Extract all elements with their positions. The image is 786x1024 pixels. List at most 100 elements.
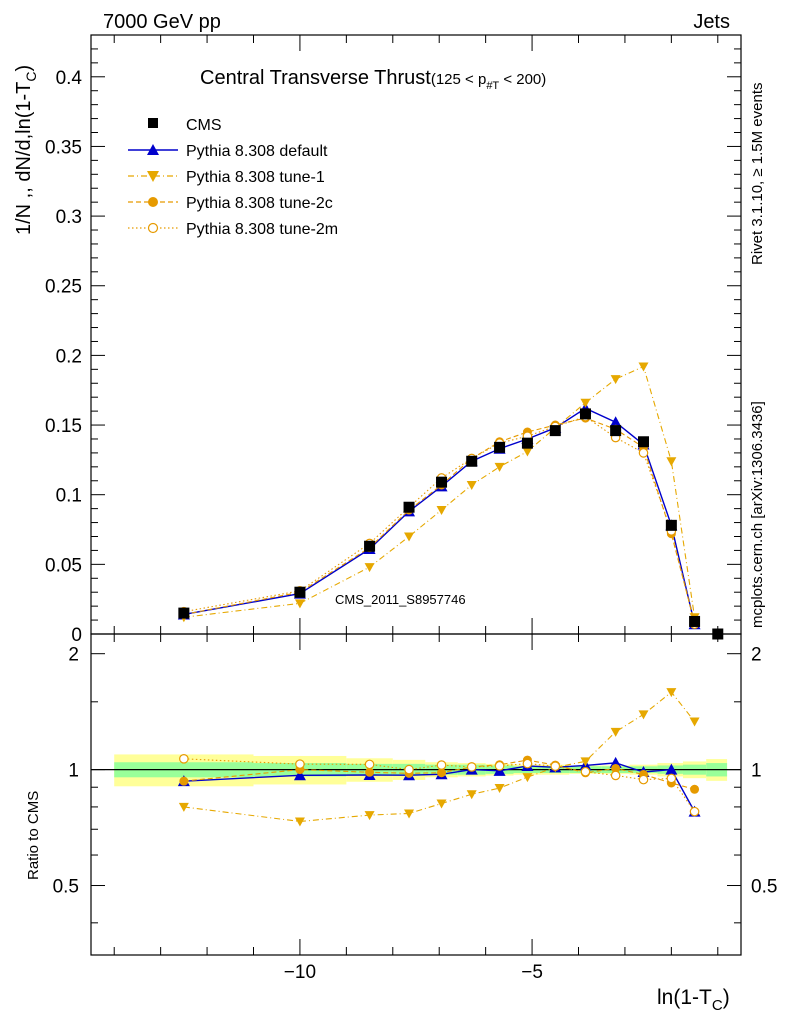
series-point-pythia-8-308-tune-1 <box>466 480 477 490</box>
ratio-point-pythia-8-308-tune-1 <box>494 784 505 794</box>
ratio-point-pythia-8-308-tune-1 <box>294 817 305 827</box>
series-point-cms <box>521 437 533 449</box>
ratio-y-tick-label-right: 0.5 <box>751 877 777 898</box>
ratio-point-pythia-8-308-tune-1 <box>522 773 533 783</box>
series-point-pythia-8-308-tune-1 <box>666 457 677 467</box>
ratio-point-pythia-8-308-tune-2c <box>437 768 447 778</box>
legend-label-tune-1: Pythia 8.308 tune-1 <box>186 169 325 186</box>
legend-entry-tune-2c: Pythia 8.308 tune-2c <box>128 195 333 212</box>
ratio-line-pythia-8-308-tune-2c <box>183 759 695 790</box>
collision-label: 7000 GeV pp <box>103 11 221 33</box>
series-point-cms <box>294 586 306 598</box>
ratio-point-pythia-8-308-tune-2m <box>550 761 561 772</box>
legend-entry-default: Pythia 8.308 default <box>128 143 328 160</box>
ratio-point-pythia-8-308-tune-2m <box>689 806 700 817</box>
ratio-plot-series <box>177 688 701 827</box>
series-point-pythia-8-308-tune-2m <box>638 448 649 458</box>
y-tick-label: 0.1 <box>56 486 82 507</box>
ratio-point-pythia-8-308-tune-2m <box>638 774 649 785</box>
ratio-point-pythia-8-308-tune-2m <box>295 759 305 769</box>
series-line-pythia-8-308-tune-2m <box>183 416 696 625</box>
y-tick-label: 0.35 <box>45 137 82 158</box>
series-point-cms <box>466 455 478 467</box>
ratio-point-pythia-8-308-tune-2m <box>610 770 621 781</box>
main-plot-series <box>177 362 724 640</box>
process-label: Jets <box>693 11 730 33</box>
ratio-point-pythia-8-308-tune-2c <box>690 784 700 794</box>
analysis-watermark: CMS_2011_S8957746 <box>335 592 466 607</box>
ratio-point-pythia-8-308-tune-1 <box>466 790 477 800</box>
ratio-point-pythia-8-308-tune-2c <box>611 763 621 773</box>
legend-marker-cms <box>148 118 158 128</box>
legend-marker-tune-2c <box>148 197 158 207</box>
ratio-y-tick-label: 1 <box>68 761 79 782</box>
ratio-point-pythia-8-308-tune-1 <box>689 717 700 727</box>
series-point-pythia-8-308-tune-1 <box>580 398 591 408</box>
ratio-point-pythia-8-308-tune-1 <box>364 811 375 821</box>
series-point-cms <box>610 425 622 437</box>
series-point-pythia-8-308-tune-1 <box>638 362 649 372</box>
series-point-cms <box>689 615 701 627</box>
ratio-point-pythia-8-308-tune-1 <box>436 799 447 809</box>
x-tick-label: −10 <box>284 962 316 983</box>
ratio-y-tick-label-right: 2 <box>751 645 762 666</box>
y-tick-label: 0.2 <box>56 346 82 367</box>
ratio-point-pythia-8-308-tune-2m <box>404 764 414 775</box>
y-tick-label: 0 <box>71 625 82 646</box>
rivet-label: Rivet 3.1.10, ≥ 1.5M events <box>749 83 766 266</box>
ratio-point-pythia-8-308-tune-1 <box>404 809 415 819</box>
legend-entry-cms: CMS <box>148 117 222 134</box>
series-point-pythia-8-308-default <box>609 416 622 428</box>
ratio-y-tick-label: 0.5 <box>53 877 79 898</box>
series-point-cms <box>638 436 649 448</box>
ratio-point-pythia-8-308-tune-2m <box>666 773 677 784</box>
ratio-line-pythia-8-308-default <box>183 762 696 812</box>
y-axis-label: 1/N ,, dN/d,ln(1-TC) <box>13 65 39 235</box>
ratio-point-pythia-8-308-default <box>665 763 678 775</box>
y-tick-label: 0.3 <box>56 207 82 228</box>
legend-marker-tune-1 <box>147 171 159 182</box>
legend-label-default: Pythia 8.308 default <box>186 143 328 160</box>
legend-label-tune-2m: Pythia 8.308 tune-2m <box>186 221 338 238</box>
series-point-cms <box>494 441 506 453</box>
ratio-plot-frame <box>90 633 742 956</box>
ratio-plot-axes: 0.5 0.5 1 1 2 2 −10 −5 <box>53 633 777 983</box>
legend-label-cms: CMS <box>186 117 222 134</box>
ratio-point-pythia-8-308-tune-1 <box>638 710 649 720</box>
legend-marker-default <box>147 144 159 155</box>
legend-entry-tune-2m: Pythia 8.308 tune-2m <box>128 221 338 238</box>
series-point-pythia-8-308-tune-1 <box>436 506 447 516</box>
legend-entry-tune-1: Pythia 8.308 tune-1 <box>128 169 325 186</box>
series-point-cms <box>178 607 190 619</box>
x-axis-label: ln(1-TC) <box>657 986 730 1014</box>
ratio-point-pythia-8-308-tune-2m <box>436 760 447 770</box>
series-point-pythia-8-308-tune-1 <box>522 447 533 457</box>
ratio-y-tick-label-right: 1 <box>751 761 762 782</box>
y-tick-label: 0.05 <box>45 555 82 576</box>
ratio-point-pythia-8-308-tune-1 <box>580 757 591 767</box>
y-tick-label: 0.25 <box>45 277 82 298</box>
series-point-cms <box>549 425 561 437</box>
ratio-point-pythia-8-308-tune-2m <box>580 766 591 777</box>
ratio-uncertainty-bands <box>114 754 728 787</box>
ratio-point-pythia-8-308-tune-1 <box>178 802 189 812</box>
y-tick-label: 0.4 <box>56 68 83 89</box>
ratio-point-pythia-8-308-tune-2c <box>179 776 189 786</box>
series-point-cms <box>665 519 677 531</box>
ratio-point-pythia-8-308-tune-1 <box>666 688 677 698</box>
ratio-y-axis-label: Ratio to CMS <box>25 791 42 880</box>
series-line-pythia-8-308-tune-2c <box>183 417 696 623</box>
ratio-point-pythia-8-308-tune-1 <box>610 727 621 737</box>
ratio-point-pythia-8-308-tune-2m <box>494 761 505 771</box>
x-tick-label: −5 <box>521 962 543 983</box>
ratio-point-pythia-8-308-tune-2m <box>466 762 477 772</box>
series-point-pythia-8-308-tune-1 <box>294 599 305 609</box>
chart-title: Central Transverse Thrust(125 < p#T < 20… <box>200 67 546 92</box>
series-point-cms <box>364 540 376 552</box>
series-point-pythia-8-308-tune-1 <box>364 563 375 573</box>
y-tick-label: 0.15 <box>45 416 82 437</box>
ratio-point-pythia-8-308-tune-2c <box>365 767 375 777</box>
ratio-point-pythia-8-308-default <box>293 769 306 781</box>
ratio-point-pythia-8-308-tune-2m <box>522 758 533 769</box>
